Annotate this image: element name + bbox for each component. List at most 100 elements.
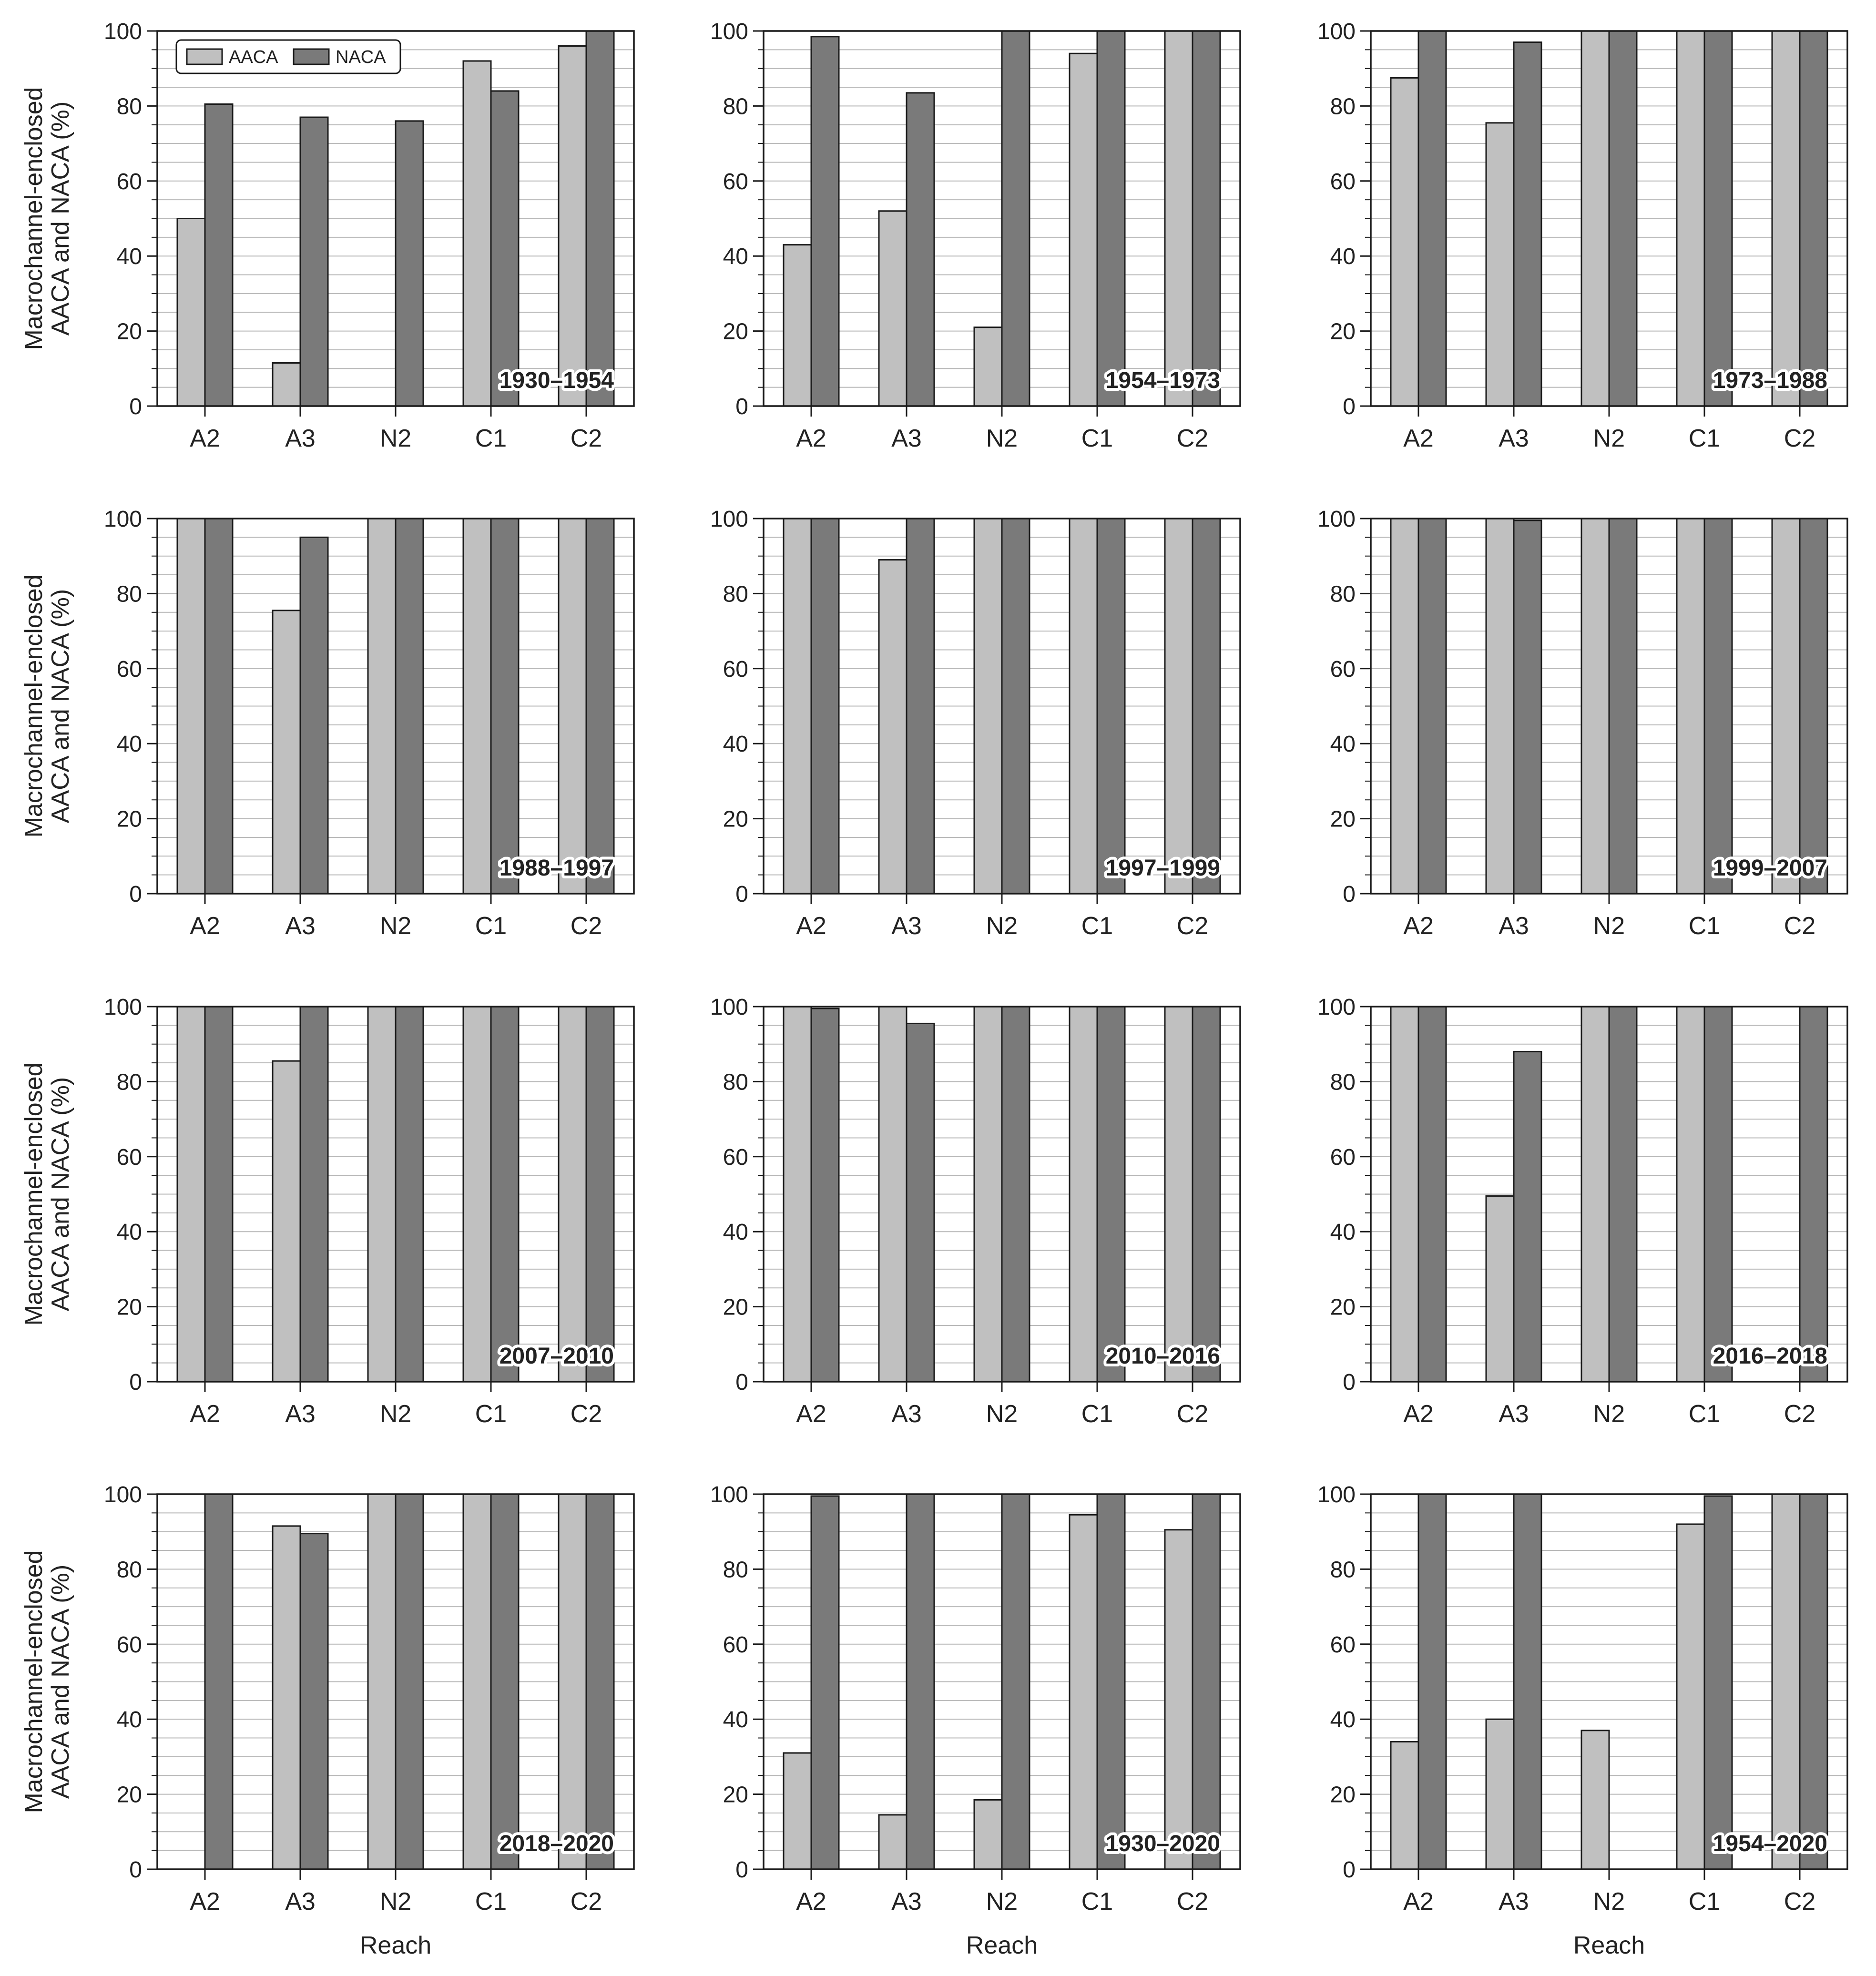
bar-naca-n2 xyxy=(395,120,424,407)
x-tick-label-c2: C2 xyxy=(571,425,602,452)
y-axis-title-line1: Macrochannel-enclosed xyxy=(20,574,48,837)
x-tick-label-c2: C2 xyxy=(1784,1400,1815,1428)
x-tick-label-c2: C2 xyxy=(1177,425,1208,452)
y-tick-label: 0 xyxy=(1343,394,1356,419)
y-tick-label: 60 xyxy=(723,169,748,194)
y-tick-label: 100 xyxy=(1317,507,1356,532)
x-axis-title: Reach xyxy=(966,1932,1038,1959)
period-label: 1930–2020 xyxy=(1106,1831,1220,1856)
bar-naca-c2 xyxy=(1799,518,1828,895)
y-tick-label: 20 xyxy=(117,807,142,832)
bar-aaca-c2 xyxy=(1164,1529,1193,1870)
bar-aaca-a2 xyxy=(176,518,206,895)
x-tick-label-a3: A3 xyxy=(285,425,316,452)
bar-aaca-a3 xyxy=(878,1006,907,1383)
y-tick-label: 60 xyxy=(1330,169,1356,194)
y-tick-label: 100 xyxy=(710,995,748,1020)
x-tick-label-c2: C2 xyxy=(1784,1888,1815,1915)
x-tick-label-c1: C1 xyxy=(1689,1400,1720,1428)
bar-naca-a3 xyxy=(906,92,935,407)
y-axis-title-line2: AACA and NACA (%) xyxy=(47,589,74,823)
bar-naca-n2 xyxy=(1608,1006,1638,1383)
x-tick-label-n2: N2 xyxy=(1593,1400,1625,1428)
bar-aaca-a2 xyxy=(176,218,206,407)
y-tick-label: 100 xyxy=(104,995,142,1020)
x-tick-label-a2: A2 xyxy=(796,1400,826,1428)
x-tick-label-c2: C2 xyxy=(571,1888,602,1915)
y-tick-label: 40 xyxy=(117,1707,142,1732)
y-tick-label: 100 xyxy=(1317,995,1356,1020)
x-tick-label-a2: A2 xyxy=(1403,425,1434,452)
y-tick-label: 0 xyxy=(735,1857,748,1883)
chart-panel-3: 0 20 40 60 80 100 A2 A3 N2 C1 C2 1973–1988 xyxy=(1317,19,1848,452)
bar-naca-c1 xyxy=(490,1006,520,1383)
x-tick-label-c1: C1 xyxy=(1081,1888,1113,1915)
y-tick-label: 80 xyxy=(723,581,748,607)
bar-aaca-a2 xyxy=(1390,518,1419,895)
bar-aaca-c2 xyxy=(1771,30,1801,407)
period-label: 1988–1997 xyxy=(500,856,614,881)
x-tick-label-n2: N2 xyxy=(1593,425,1625,452)
bar-aaca-a2 xyxy=(1390,1741,1419,1870)
y-tick-label: 100 xyxy=(104,507,142,532)
bar-aaca-a2 xyxy=(1390,77,1419,407)
bar-aaca-n2 xyxy=(973,1006,1003,1383)
y-tick-label: 20 xyxy=(1330,319,1356,345)
bar-aaca-n2 xyxy=(973,518,1003,895)
x-axis-title: Reach xyxy=(1573,1932,1645,1959)
bar-aaca-a2 xyxy=(783,1006,812,1383)
bar-naca-c2 xyxy=(1192,518,1221,895)
chart-panel-4: 0 20 40 60 80 100 A2 A3 N2 C1 C2 1988–1997 Macrochan… xyxy=(20,507,635,940)
y-tick-label: 100 xyxy=(104,19,142,44)
bar-aaca-n2 xyxy=(973,1799,1003,1870)
chart-panel-5: 0 20 40 60 80 100 A2 A3 N2 C1 C2 1997–1999 xyxy=(710,507,1241,940)
bar-naca-c1 xyxy=(1703,518,1733,895)
bar-naca-a2 xyxy=(810,36,840,407)
bar-naca-n2 xyxy=(1001,30,1030,407)
bar-naca-c2 xyxy=(1799,30,1828,407)
bar-aaca-c2 xyxy=(1771,1493,1801,1870)
bar-aaca-c1 xyxy=(1069,518,1098,895)
y-axis-title-line1: Macrochannel-enclosed xyxy=(20,1550,48,1813)
y-tick-label: 40 xyxy=(723,732,748,757)
y-tick-label: 80 xyxy=(117,581,142,607)
x-tick-label-a3: A3 xyxy=(285,1400,316,1428)
bar-naca-n2 xyxy=(1001,518,1030,895)
bar-naca-a2 xyxy=(810,1008,840,1383)
bar-naca-a3 xyxy=(906,518,935,895)
x-tick-label-c2: C2 xyxy=(1177,1400,1208,1428)
y-tick-label: 40 xyxy=(723,1220,748,1245)
bar-aaca-c1 xyxy=(462,518,492,895)
bar-aaca-a2 xyxy=(783,244,812,407)
bar-aaca-n2 xyxy=(367,518,397,895)
x-tick-label-c2: C2 xyxy=(1177,1888,1208,1915)
y-tick-label: 0 xyxy=(1343,1857,1356,1883)
bar-aaca-a3 xyxy=(1485,1718,1515,1870)
x-tick-label-a2: A2 xyxy=(1403,1400,1434,1428)
x-tick-label-a3: A3 xyxy=(891,1400,922,1428)
bar-naca-a2 xyxy=(204,1006,234,1383)
y-tick-label: 40 xyxy=(723,1707,748,1732)
bar-aaca-c1 xyxy=(1069,1006,1098,1383)
y-tick-label: 60 xyxy=(1330,1632,1356,1658)
bar-naca-c1 xyxy=(1703,1006,1733,1383)
x-tick-label-a2: A2 xyxy=(796,425,826,452)
bar-naca-n2 xyxy=(395,518,424,895)
bar-naca-a3 xyxy=(906,1022,935,1383)
y-tick-label: 40 xyxy=(1330,1707,1356,1732)
bar-aaca-a2 xyxy=(176,1006,206,1383)
y-axis-title-line1: Macrochannel-enclosed xyxy=(20,87,48,350)
x-tick-label-c2: C2 xyxy=(1177,912,1208,940)
y-tick-label: 80 xyxy=(1330,94,1356,119)
bar-naca-a3 xyxy=(1513,1493,1542,1870)
bar-aaca-a3 xyxy=(1485,518,1515,895)
bar-naca-c2 xyxy=(1192,30,1221,407)
y-tick-label: 100 xyxy=(1317,1482,1356,1507)
y-tick-label: 100 xyxy=(710,507,748,532)
bar-aaca-c1 xyxy=(1069,1514,1098,1870)
period-label: 2007–2010 xyxy=(500,1344,614,1369)
y-tick-label: 40 xyxy=(117,244,142,269)
bar-aaca-c1 xyxy=(1676,30,1705,407)
y-axis-title-line1: Macrochannel-enclosed xyxy=(20,1062,48,1325)
y-tick-label: 20 xyxy=(723,1295,748,1320)
